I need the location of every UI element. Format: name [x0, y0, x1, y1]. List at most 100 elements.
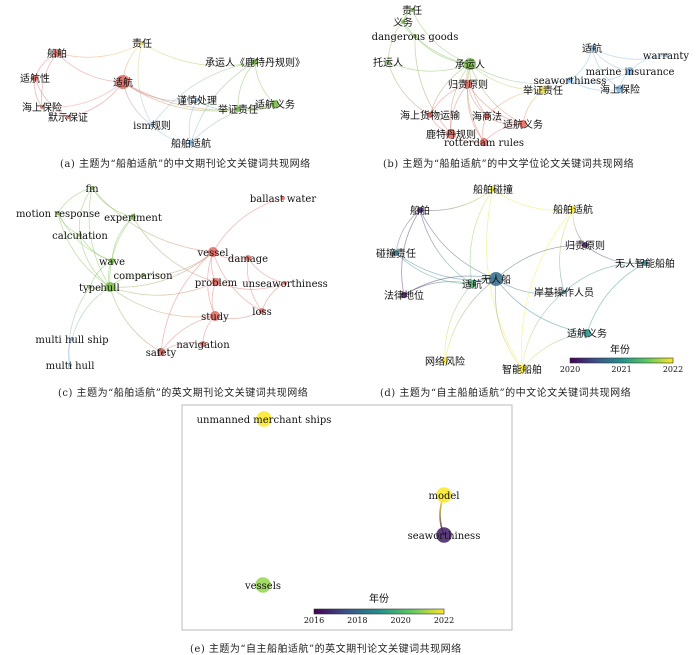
node-label: calculation: [52, 231, 108, 242]
edge: [261, 282, 286, 312]
edge: [469, 63, 524, 125]
node-b[interactable]: [589, 45, 595, 51]
node-label: type: [79, 283, 101, 294]
node-label: 鹿特丹规则: [426, 128, 476, 141]
node-c[interactable]: [88, 285, 92, 289]
edge: [207, 251, 216, 317]
edge: [429, 83, 469, 116]
edge: [569, 47, 593, 81]
node-a[interactable]: [32, 75, 38, 81]
node-a[interactable]: [40, 105, 44, 109]
node-label: 托运人: [373, 56, 403, 69]
node-c[interactable]: [68, 363, 72, 367]
edge: [467, 83, 524, 125]
node-d[interactable]: [570, 206, 576, 212]
node-b[interactable]: [413, 34, 417, 38]
node-d[interactable]: [401, 292, 407, 298]
node-b[interactable]: [519, 120, 527, 128]
node-a[interactable]: [150, 123, 154, 127]
node-b[interactable]: [567, 77, 573, 83]
edge: [591, 47, 667, 60]
node-b[interactable]: [616, 85, 624, 93]
node-label: 适航: [462, 278, 482, 291]
edge: [88, 187, 111, 288]
node-b[interactable]: [664, 53, 668, 57]
edge: [387, 9, 413, 63]
node-c[interactable]: [109, 258, 115, 264]
node-c[interactable]: [90, 186, 94, 190]
node-e[interactable]: [255, 577, 271, 593]
edges: [34, 42, 276, 144]
node-d[interactable]: [489, 272, 503, 286]
node-d[interactable]: [468, 280, 476, 288]
node-d[interactable]: [562, 290, 566, 294]
node-b[interactable]: [446, 129, 456, 139]
node-b[interactable]: [401, 20, 405, 24]
edge: [569, 79, 621, 91]
node-c[interactable]: [281, 196, 285, 200]
node-e[interactable]: [436, 527, 452, 543]
edge: [212, 251, 263, 312]
node-c[interactable]: [283, 281, 287, 285]
node-label: multi hull: [46, 361, 95, 372]
node-a[interactable]: [66, 115, 70, 119]
node-b[interactable]: [427, 112, 433, 118]
node-e[interactable]: [256, 411, 272, 427]
edge: [495, 244, 586, 280]
node-c[interactable]: [105, 282, 115, 292]
colorbar-tick: 2022: [434, 616, 454, 625]
node-d[interactable]: [642, 260, 648, 266]
node-b[interactable]: [410, 8, 414, 12]
node-c[interactable]: [200, 341, 206, 347]
node-b[interactable]: [626, 67, 634, 75]
edges: [395, 188, 646, 370]
node-a[interactable]: [195, 98, 199, 102]
node-c[interactable]: [141, 273, 145, 277]
node-d[interactable]: [490, 186, 496, 192]
node-a[interactable]: [271, 100, 279, 108]
node-b[interactable]: [464, 58, 476, 70]
node-d[interactable]: [583, 329, 591, 337]
node-c[interactable]: [157, 348, 165, 356]
node-label: 海上保险: [22, 101, 62, 114]
node-c[interactable]: [130, 214, 136, 220]
node-label: seaworthiness: [408, 531, 481, 542]
node-label: 义务: [393, 16, 413, 29]
node-c[interactable]: [210, 311, 220, 321]
node-d[interactable]: [393, 250, 399, 256]
node-label: 适航义务: [503, 118, 543, 131]
node-c[interactable]: [56, 211, 60, 215]
node-b[interactable]: [386, 60, 390, 64]
node-a[interactable]: [116, 75, 130, 89]
node-a[interactable]: [140, 41, 144, 45]
edge: [151, 61, 256, 126]
node-c[interactable]: [212, 278, 220, 286]
node-b[interactable]: [480, 138, 488, 146]
node-a[interactable]: [188, 140, 194, 146]
node-label: 默示保证: [48, 111, 88, 124]
node-c[interactable]: [245, 255, 251, 261]
edge: [520, 208, 574, 370]
edge: [190, 61, 256, 144]
edge: [492, 188, 574, 211]
node-c[interactable]: [259, 308, 265, 314]
node-b[interactable]: [464, 80, 472, 88]
node-a[interactable]: [252, 59, 258, 65]
node-b[interactable]: [484, 113, 490, 119]
node-a[interactable]: [235, 106, 241, 112]
node-d[interactable]: [582, 242, 588, 248]
node-d[interactable]: [417, 207, 423, 213]
edge: [109, 281, 217, 296]
node-d[interactable]: [442, 358, 448, 364]
node-a[interactable]: [53, 49, 61, 57]
node-c[interactable]: [208, 247, 218, 257]
edge: [569, 70, 631, 83]
node-e[interactable]: [436, 487, 452, 503]
node-c[interactable]: [78, 233, 82, 237]
node-b[interactable]: [539, 86, 547, 94]
edge: [215, 281, 286, 290]
edge: [572, 208, 586, 246]
node-c[interactable]: [70, 337, 74, 341]
node-label: marine insurance: [586, 67, 675, 78]
node-d[interactable]: [518, 365, 526, 373]
